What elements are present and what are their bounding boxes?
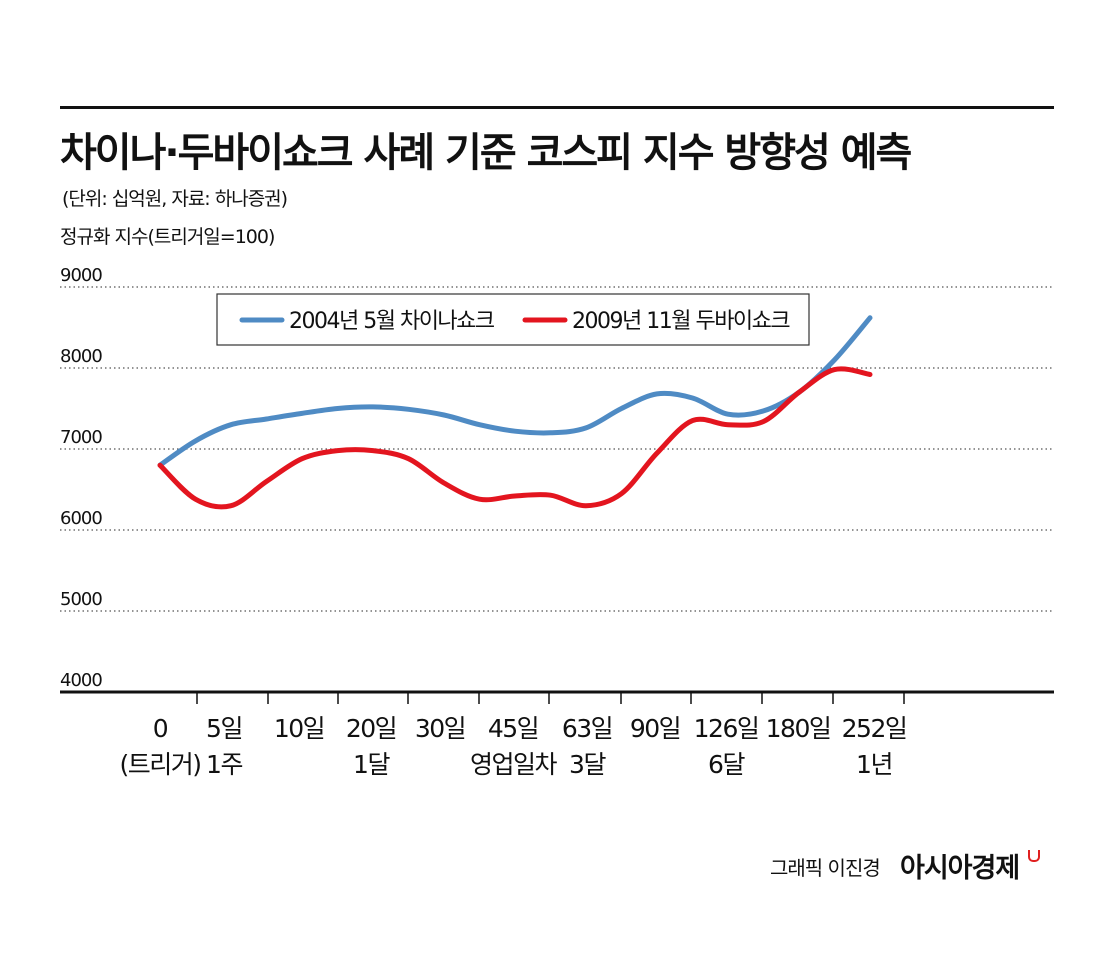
x-sub-label: 1년 <box>856 750 892 779</box>
brand-logo: 아시아경제 <box>900 853 1020 884</box>
chart-title: 차이나·두바이쇼크 사례 기준 코스피 지수 방향성 예측 <box>60 130 912 176</box>
y-axis-label: 정규화 지수(트리거일=100) <box>60 226 275 248</box>
x-sub-label: 1달 <box>353 750 390 779</box>
y-tick-label: 6000 <box>60 508 102 529</box>
x-sub-label: (트리거) <box>119 750 200 779</box>
series-line-china-shock <box>157 315 873 468</box>
x-tick-label: 63일 <box>562 714 612 743</box>
x-tick-label: 5일 <box>206 714 242 743</box>
x-sub-label: 영업일차 <box>470 750 558 779</box>
series-line-dubai-shock <box>157 366 873 510</box>
brand-mark-icon <box>1028 850 1040 862</box>
legend-label: 2004년 5월 차이나쇼크 <box>289 309 495 334</box>
top-rule <box>60 106 1054 109</box>
legend-box <box>216 293 810 346</box>
y-tick-label: 9000 <box>60 265 102 286</box>
x-tick-label: 0 <box>153 714 168 743</box>
y-tick-label: 5000 <box>60 589 102 610</box>
x-tick-label: 45일 <box>488 714 538 743</box>
x-tick-label: 30일 <box>415 714 465 743</box>
y-tick-label: 7000 <box>60 427 102 448</box>
source-note: (단위: 십억원, 자료: 하나증권) <box>62 188 288 210</box>
x-tick-label: 90일 <box>630 714 680 743</box>
x-sub-label: 1주 <box>206 750 242 779</box>
legend-label: 2009년 11월 두바이쇼크 <box>572 309 790 334</box>
x-tick-label: 180일 <box>766 714 831 743</box>
y-tick-label: 4000 <box>60 670 102 691</box>
x-tick-label: 20일 <box>346 714 396 743</box>
x-tick-label: 10일 <box>274 714 324 743</box>
y-tick-label: 8000 <box>60 346 102 367</box>
x-tick-label: 126일 <box>694 714 759 743</box>
x-sub-label: 3달 <box>569 750 606 779</box>
x-sub-label: 6달 <box>708 750 745 779</box>
x-tick-label: 252일 <box>842 714 907 743</box>
graphic-credit: 그래픽 이진경 <box>770 856 881 880</box>
